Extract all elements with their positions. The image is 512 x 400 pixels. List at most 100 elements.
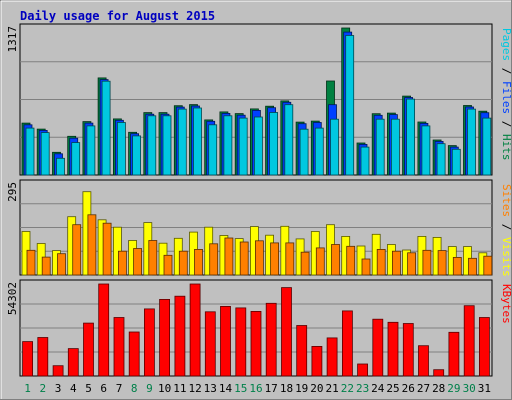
bar-visits-sites-day-31 bbox=[483, 255, 493, 276]
bar-kbytes-kbytes-day-26 bbox=[402, 323, 414, 377]
bar-hits-pages-day-17 bbox=[269, 112, 279, 176]
panel-hits-legend-part-2: Files bbox=[500, 81, 512, 114]
x-tick-label-day-26: 26 bbox=[402, 382, 415, 395]
bar-visits-sites-day-24 bbox=[376, 248, 386, 276]
bar-visits-sites-day-15 bbox=[239, 241, 249, 276]
x-tick-label-day-23: 23 bbox=[356, 382, 369, 395]
bar-visits-sites-day-30 bbox=[468, 257, 477, 276]
bar-visits-sites-day-22 bbox=[346, 245, 356, 276]
bar-visits-sites-day-21 bbox=[331, 244, 340, 276]
x-tick-label-day-29: 29 bbox=[447, 382, 460, 395]
x-tick-label-day-16: 16 bbox=[249, 382, 262, 395]
bar-visits-sites-day-12 bbox=[194, 248, 203, 276]
panel-visits-legend-part-2: Visits bbox=[500, 237, 512, 277]
x-axis-labels: 1 2 3 4 5 6 7 8 9 10 11 12 13 14 15 16 17 18 19 20 21 22 23 24 2… bbox=[24, 382, 491, 395]
panel-hits-legend-part-4: Hits bbox=[500, 134, 512, 161]
bar-kbytes-kbytes-day-7 bbox=[113, 317, 125, 377]
panel-hits-legend-part-3: / bbox=[500, 114, 512, 134]
bar-kbytes-kbytes-day-6 bbox=[98, 283, 110, 377]
panel-visits-max-label: 295 bbox=[6, 182, 19, 202]
x-tick-label-day-15: 15 bbox=[234, 382, 247, 395]
bar-hits-pages-day-4 bbox=[71, 142, 81, 176]
bar-hits-pages-day-16 bbox=[253, 116, 263, 176]
bar-visits-sites-day-6 bbox=[102, 222, 112, 276]
bar-kbytes-kbytes-day-29 bbox=[448, 331, 460, 377]
bar-kbytes-kbytes-day-19 bbox=[296, 325, 308, 377]
bar-visits-sites-day-23 bbox=[361, 258, 371, 276]
x-tick-label-day-20: 20 bbox=[310, 382, 323, 395]
panel-visits: 295 Sites / Visits bbox=[6, 179, 512, 277]
bar-visits-sites-day-17 bbox=[270, 242, 280, 276]
bar-hits-pages-day-29 bbox=[451, 148, 461, 176]
bar-kbytes-kbytes-day-23 bbox=[357, 363, 369, 377]
panel-kbytes-legend: KBytes bbox=[500, 284, 512, 324]
bar-visits-sites-day-27 bbox=[422, 249, 432, 276]
bar-hits-pages-day-13 bbox=[208, 124, 218, 176]
x-tick-label-day-14: 14 bbox=[219, 382, 233, 395]
panel-visits-legend-part-1: / bbox=[500, 217, 512, 237]
bar-kbytes-kbytes-day-15 bbox=[235, 307, 247, 377]
bar-kbytes-kbytes-day-8 bbox=[128, 331, 140, 377]
panel-kbytes-legend-part-0: KBytes bbox=[500, 284, 512, 324]
bar-hits-pages-day-24 bbox=[375, 118, 385, 176]
x-tick-label-day-18: 18 bbox=[280, 382, 293, 395]
bar-hits-pages-day-5 bbox=[86, 125, 96, 176]
bar-visits-sites-day-13 bbox=[209, 243, 219, 276]
bar-visits-sites-day-14 bbox=[224, 237, 234, 276]
bar-kbytes-kbytes-day-28 bbox=[433, 369, 445, 377]
x-tick-label-day-3: 3 bbox=[55, 382, 62, 395]
x-tick-label-day-19: 19 bbox=[295, 382, 308, 395]
bar-visits-sites-day-8 bbox=[133, 248, 143, 276]
bar-visits-sites-day-4 bbox=[72, 224, 82, 276]
bar-visits-sites-day-19 bbox=[300, 251, 310, 276]
bar-visits-sites-day-18 bbox=[285, 242, 295, 276]
bar-visits-sites-day-28 bbox=[437, 250, 447, 276]
bar-kbytes-kbytes-day-11 bbox=[174, 295, 186, 377]
bar-kbytes-kbytes-day-27 bbox=[418, 345, 429, 377]
bar-hits-pages-day-18 bbox=[284, 104, 294, 176]
x-tick-label-day-9: 9 bbox=[146, 382, 153, 395]
x-tick-label-day-7: 7 bbox=[116, 382, 123, 395]
panel-visits-legend-part-0: Sites bbox=[500, 184, 512, 217]
bar-hits-pages-day-7 bbox=[117, 122, 126, 176]
bar-kbytes-kbytes-day-2 bbox=[37, 337, 49, 377]
bar-hits-pages-day-23 bbox=[360, 146, 370, 176]
bar-kbytes-kbytes-day-13 bbox=[204, 311, 216, 377]
bar-kbytes-kbytes-day-18 bbox=[281, 287, 292, 377]
panel-hits-legend-part-0: Pages bbox=[500, 28, 512, 61]
bar-visits-sites-day-7 bbox=[118, 250, 127, 276]
bar-hits-pages-day-8 bbox=[132, 135, 142, 176]
x-tick-label-day-27: 27 bbox=[417, 382, 430, 395]
panel-hits-legend-part-1: / bbox=[500, 61, 512, 81]
bar-visits-sites-day-26 bbox=[407, 252, 417, 276]
x-tick-label-day-11: 11 bbox=[173, 382, 186, 395]
bar-hits-pages-day-15 bbox=[238, 117, 248, 176]
bar-kbytes-kbytes-day-16 bbox=[250, 310, 262, 377]
bar-kbytes-kbytes-day-1 bbox=[22, 341, 34, 377]
panel-kbytes: 54302 KBytes bbox=[6, 279, 512, 377]
bar-hits-pages-day-10 bbox=[162, 115, 172, 176]
bar-hits-pages-day-9 bbox=[147, 115, 157, 176]
x-tick-label-day-6: 6 bbox=[100, 382, 107, 395]
bar-kbytes-kbytes-day-14 bbox=[220, 305, 231, 377]
x-tick-label-day-25: 25 bbox=[386, 382, 399, 395]
x-tick-label-day-2: 2 bbox=[39, 382, 46, 395]
bar-hits-pages-day-25 bbox=[390, 118, 400, 176]
bar-visits-sites-day-11 bbox=[178, 250, 188, 276]
bar-kbytes-kbytes-day-10 bbox=[159, 298, 171, 377]
bar-kbytes-kbytes-day-24 bbox=[372, 318, 384, 377]
x-tick-label-day-21: 21 bbox=[325, 382, 338, 395]
bar-hits-pages-day-3 bbox=[56, 157, 65, 176]
panel-hits-legend: Pages / Files / Hits bbox=[500, 28, 512, 161]
bar-visits-sites-day-3 bbox=[57, 253, 66, 276]
bar-hits-pages-day-22 bbox=[345, 35, 355, 176]
bar-visits-sites-day-5 bbox=[87, 214, 97, 276]
bar-hits-pages-day-14 bbox=[223, 115, 233, 176]
bar-hits-pages-day-2 bbox=[40, 132, 50, 176]
x-tick-label-day-30: 30 bbox=[463, 382, 476, 395]
bar-hits-pages-day-28 bbox=[436, 143, 446, 176]
chart-title: Daily usage for August 2015 bbox=[20, 9, 215, 23]
bar-kbytes-kbytes-day-12 bbox=[189, 283, 201, 377]
